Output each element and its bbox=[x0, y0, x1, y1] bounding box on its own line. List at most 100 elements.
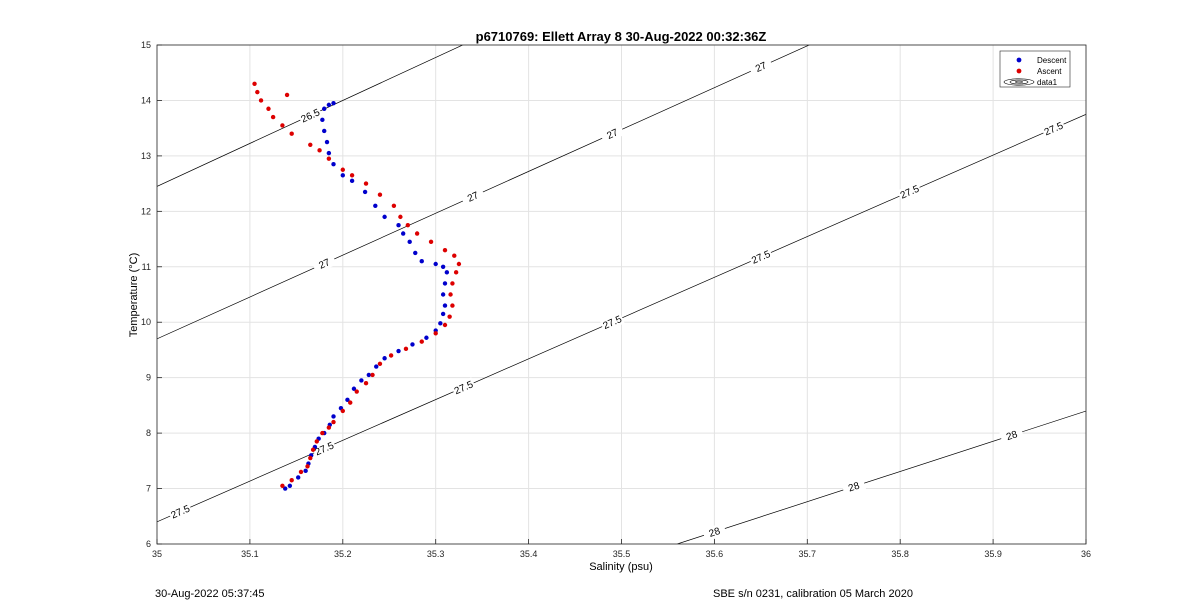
descent-point bbox=[440, 264, 446, 269]
ascent-point bbox=[391, 203, 397, 208]
contour-label-bg bbox=[460, 186, 486, 207]
descent-point bbox=[296, 475, 301, 480]
ascent-point bbox=[258, 98, 264, 103]
ascent-point bbox=[450, 281, 455, 286]
descent-point bbox=[440, 311, 446, 317]
ascent-point bbox=[266, 106, 271, 111]
contour-label-bg bbox=[167, 501, 193, 522]
x-tick-label: 35.5 bbox=[613, 549, 631, 559]
descent-point bbox=[413, 250, 418, 256]
y-tick-label: 7 bbox=[146, 484, 151, 494]
legend-ascent-marker bbox=[1016, 68, 1022, 74]
x-tick-label: 35.7 bbox=[799, 549, 817, 559]
x-tick-label: 36 bbox=[1081, 549, 1091, 559]
contour-label-bg bbox=[999, 426, 1024, 445]
contour-label-bg bbox=[897, 181, 922, 202]
legend-descent-label: Descent bbox=[1037, 56, 1067, 65]
ascent-point bbox=[442, 322, 448, 328]
x-tick-label: 35.3 bbox=[427, 549, 445, 559]
legend[interactable]: Descent Ascent data1 bbox=[999, 50, 1071, 88]
ascent-point bbox=[305, 464, 310, 469]
descent-point bbox=[351, 386, 357, 391]
contour-label-bg bbox=[599, 312, 625, 333]
contour-label: 28 bbox=[1005, 429, 1019, 443]
ascent-point bbox=[398, 214, 403, 220]
descent-point bbox=[396, 348, 401, 354]
contour-label-bg bbox=[599, 123, 625, 144]
descent-point bbox=[362, 189, 368, 195]
ascent-point bbox=[363, 381, 369, 386]
ascent-point bbox=[270, 114, 276, 120]
descent-point bbox=[442, 303, 448, 308]
descent-point bbox=[424, 335, 429, 340]
ascent-point bbox=[363, 181, 369, 186]
ascent-point bbox=[310, 447, 316, 452]
ascent-point bbox=[414, 231, 420, 236]
timestamp-footer: 30-Aug-2022 05:37:45 bbox=[155, 588, 265, 600]
y-tick-label: 15 bbox=[141, 40, 151, 50]
descent-point bbox=[366, 372, 372, 378]
y-tick-label: 6 bbox=[146, 539, 151, 549]
descent-point bbox=[442, 281, 448, 286]
x-tick-label: 35.8 bbox=[891, 549, 909, 559]
ascent-point bbox=[377, 361, 383, 367]
y-tick-label: 8 bbox=[146, 428, 151, 438]
ascent-point bbox=[442, 247, 448, 253]
descent-point bbox=[345, 397, 350, 403]
ascent-point bbox=[405, 222, 411, 228]
ascent-point bbox=[280, 483, 285, 488]
descent-point bbox=[410, 342, 415, 347]
descent-point bbox=[382, 214, 387, 220]
descent-point bbox=[382, 356, 387, 361]
contour-label: 27 bbox=[605, 127, 620, 142]
contour-label-bg bbox=[748, 56, 774, 77]
ascent-point bbox=[447, 314, 452, 319]
x-tick-label: 35.1 bbox=[241, 549, 259, 559]
ascent-point bbox=[428, 239, 434, 245]
x-axis-label: Salinity (psu) bbox=[589, 561, 653, 573]
descent-point bbox=[407, 239, 412, 245]
ascent-point bbox=[448, 292, 453, 297]
descent-point bbox=[374, 364, 379, 369]
descent-point bbox=[340, 173, 345, 178]
ascent-point bbox=[298, 469, 304, 475]
ascent-point bbox=[433, 331, 438, 336]
y-tick-label: 11 bbox=[142, 262, 151, 272]
descent-point bbox=[303, 468, 308, 474]
chart-title: p6710769: Ellett Array 8 30-Aug-2022 00:… bbox=[476, 29, 767, 44]
x-tick-label: 35.9 bbox=[984, 549, 1002, 559]
ascent-point bbox=[340, 408, 345, 414]
ascent-point bbox=[388, 353, 394, 358]
ascent-point bbox=[354, 389, 359, 394]
contour-label-bg bbox=[311, 253, 337, 274]
ascent-point bbox=[314, 439, 319, 444]
descent-point bbox=[331, 162, 336, 167]
ascent-point bbox=[308, 142, 313, 147]
descent-point bbox=[373, 203, 378, 208]
ascent-point bbox=[370, 372, 375, 378]
ascent-point bbox=[320, 430, 325, 436]
ascent-point bbox=[348, 400, 353, 405]
descent-point bbox=[400, 231, 406, 236]
x-tick-label: 35.4 bbox=[520, 549, 538, 559]
descent-point bbox=[322, 106, 327, 111]
y-tick-label: 9 bbox=[146, 373, 151, 383]
descent-point bbox=[331, 101, 336, 106]
y-axis-label: Temperature (°C) bbox=[128, 253, 140, 337]
ascent-point bbox=[340, 167, 345, 172]
descent-point bbox=[433, 261, 438, 267]
contour-labels: 26.52727272727.527.527.527.527.527.527.5… bbox=[167, 56, 1066, 542]
ascent-point bbox=[326, 425, 332, 430]
contour-label-bg bbox=[311, 438, 337, 459]
descent-point bbox=[326, 102, 332, 108]
descent-point bbox=[322, 128, 327, 134]
ascent-point bbox=[349, 173, 355, 178]
descent-point bbox=[438, 321, 443, 326]
x-tick-label: 35.6 bbox=[706, 549, 724, 559]
series-ascent bbox=[252, 81, 462, 488]
calibration-footer: SBE s/n 0231, calibration 05 March 2020 bbox=[713, 588, 913, 600]
legend-descent-marker bbox=[1016, 57, 1022, 63]
y-tick-label: 13 bbox=[141, 151, 151, 161]
x-tick-label: 35.2 bbox=[334, 549, 352, 559]
contour-label: 28 bbox=[847, 480, 861, 494]
